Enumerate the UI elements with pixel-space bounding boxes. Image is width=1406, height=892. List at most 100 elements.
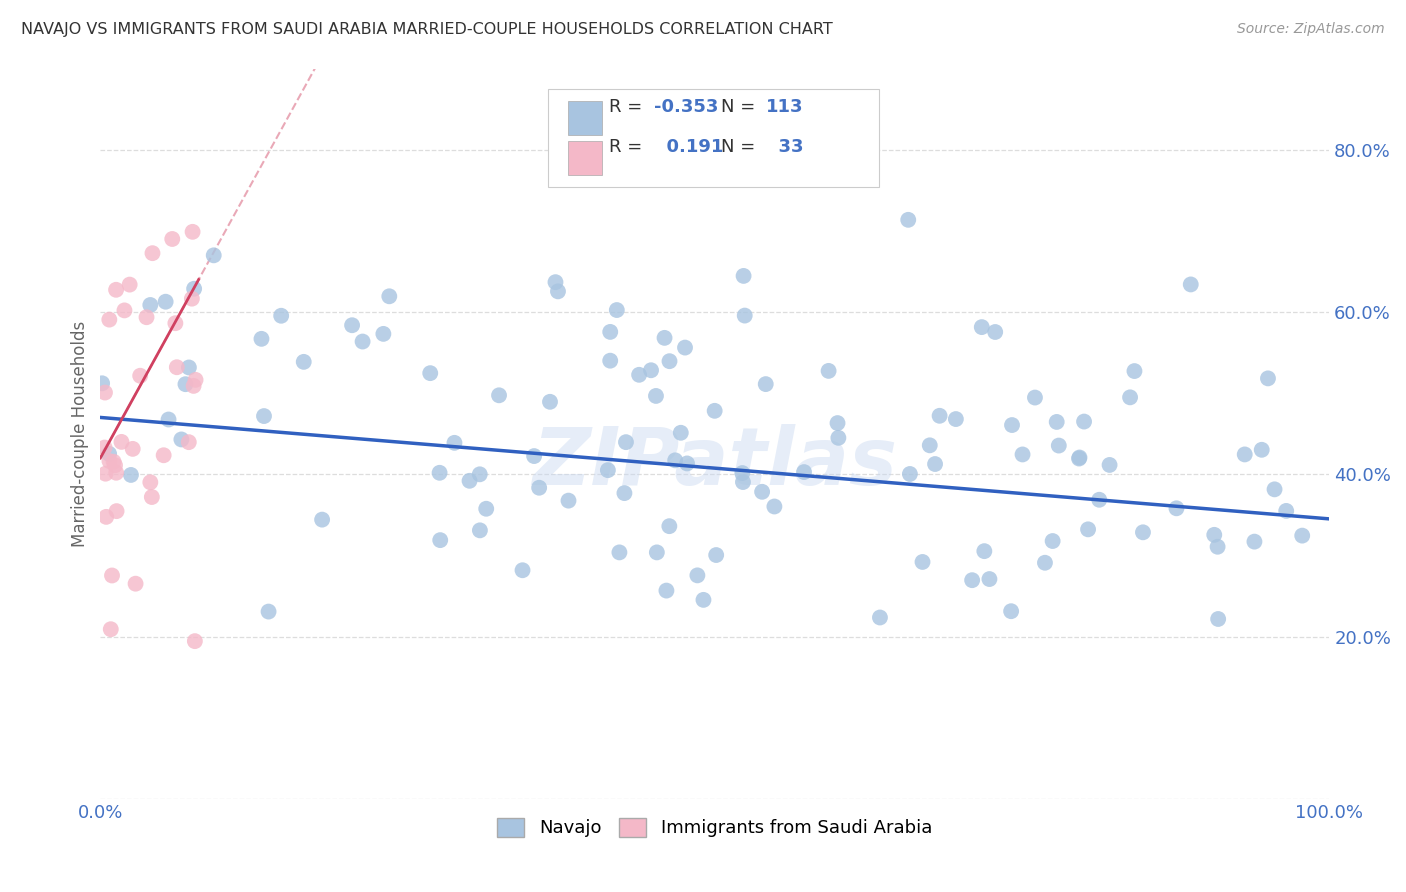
Point <box>733 268 755 283</box>
Point <box>827 416 849 430</box>
Point <box>429 466 451 480</box>
Point <box>135 310 157 325</box>
Point <box>162 232 184 246</box>
Point <box>250 332 273 346</box>
Point <box>93 441 115 455</box>
Point <box>676 457 699 471</box>
Point <box>91 376 114 391</box>
Point <box>429 533 451 548</box>
Point <box>1047 439 1070 453</box>
Point <box>613 486 636 500</box>
Text: ZIPatlas: ZIPatlas <box>533 424 897 502</box>
Point <box>897 212 920 227</box>
Text: R =: R = <box>609 138 648 156</box>
Point <box>703 404 725 418</box>
Point <box>118 277 141 292</box>
Point <box>1011 447 1033 461</box>
Point <box>475 501 498 516</box>
Point <box>157 412 180 426</box>
Point <box>1123 364 1146 378</box>
Point <box>658 519 681 533</box>
Point <box>468 524 491 538</box>
Point <box>973 544 995 558</box>
Point <box>139 298 162 312</box>
Point <box>468 467 491 482</box>
Point <box>1243 534 1265 549</box>
Point <box>654 331 676 345</box>
Point <box>1250 442 1272 457</box>
Point <box>731 475 754 489</box>
Point <box>98 312 121 326</box>
Point <box>253 409 276 423</box>
Point <box>1033 556 1056 570</box>
Text: R =: R = <box>609 98 648 116</box>
Point <box>645 545 668 559</box>
Point <box>664 453 686 467</box>
Point <box>686 568 709 582</box>
Point <box>103 455 125 469</box>
Point <box>763 500 786 514</box>
Point <box>114 303 136 318</box>
Point <box>596 463 619 477</box>
Point <box>918 438 941 452</box>
Point <box>96 509 118 524</box>
Text: N =: N = <box>721 138 761 156</box>
Point <box>645 389 668 403</box>
Point <box>270 309 292 323</box>
Point <box>184 634 207 648</box>
Point <box>1067 451 1090 466</box>
Text: -0.353: -0.353 <box>654 98 718 116</box>
Point <box>202 248 225 262</box>
Point <box>869 610 891 624</box>
Legend: Navajo, Immigrants from Saudi Arabia: Navajo, Immigrants from Saudi Arabia <box>491 811 939 845</box>
Point <box>793 465 815 479</box>
Text: NAVAJO VS IMMIGRANTS FROM SAUDI ARABIA MARRIED-COUPLE HOUSEHOLDS CORRELATION CHA: NAVAJO VS IMMIGRANTS FROM SAUDI ARABIA M… <box>21 22 832 37</box>
Text: Source: ZipAtlas.com: Source: ZipAtlas.com <box>1237 22 1385 37</box>
Point <box>538 394 561 409</box>
Point <box>311 513 333 527</box>
Point <box>527 481 550 495</box>
Point <box>655 583 678 598</box>
Point <box>1180 277 1202 292</box>
Point <box>609 545 631 559</box>
Point <box>141 246 163 260</box>
Point <box>101 568 124 582</box>
Text: 0.191: 0.191 <box>654 138 723 156</box>
Point <box>100 622 122 636</box>
Point <box>105 283 128 297</box>
Point <box>458 474 481 488</box>
Point <box>1046 415 1069 429</box>
Point <box>898 467 921 481</box>
Point <box>1088 492 1111 507</box>
Point <box>94 385 117 400</box>
Point <box>177 360 200 375</box>
Point <box>1275 504 1298 518</box>
Point <box>292 355 315 369</box>
Point <box>557 493 579 508</box>
Point <box>1042 534 1064 549</box>
Point <box>755 377 778 392</box>
Point <box>599 325 621 339</box>
Point <box>658 354 681 368</box>
Point <box>141 490 163 504</box>
Point <box>1206 612 1229 626</box>
Point <box>751 484 773 499</box>
Point <box>124 576 146 591</box>
Point <box>180 292 202 306</box>
Point <box>184 373 207 387</box>
Point <box>1291 528 1313 542</box>
Point <box>443 435 465 450</box>
Y-axis label: Married-couple Households: Married-couple Households <box>72 320 89 547</box>
Point <box>378 289 401 303</box>
Point <box>1001 418 1024 433</box>
Point <box>928 409 950 423</box>
Point <box>692 593 714 607</box>
Point <box>183 379 205 393</box>
Point <box>704 548 727 562</box>
Point <box>1024 391 1046 405</box>
Point <box>129 368 152 383</box>
Point <box>512 563 534 577</box>
Point <box>181 225 204 239</box>
Point <box>1077 522 1099 536</box>
Point <box>523 449 546 463</box>
